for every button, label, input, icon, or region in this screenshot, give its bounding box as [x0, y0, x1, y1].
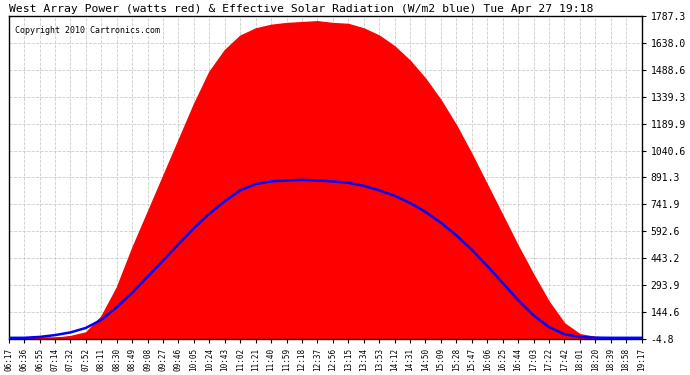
Text: West Array Power (watts red) & Effective Solar Radiation (W/m2 blue) Tue Apr 27 : West Array Power (watts red) & Effective…	[9, 4, 593, 14]
Text: Copyright 2010 Cartronics.com: Copyright 2010 Cartronics.com	[15, 26, 160, 35]
